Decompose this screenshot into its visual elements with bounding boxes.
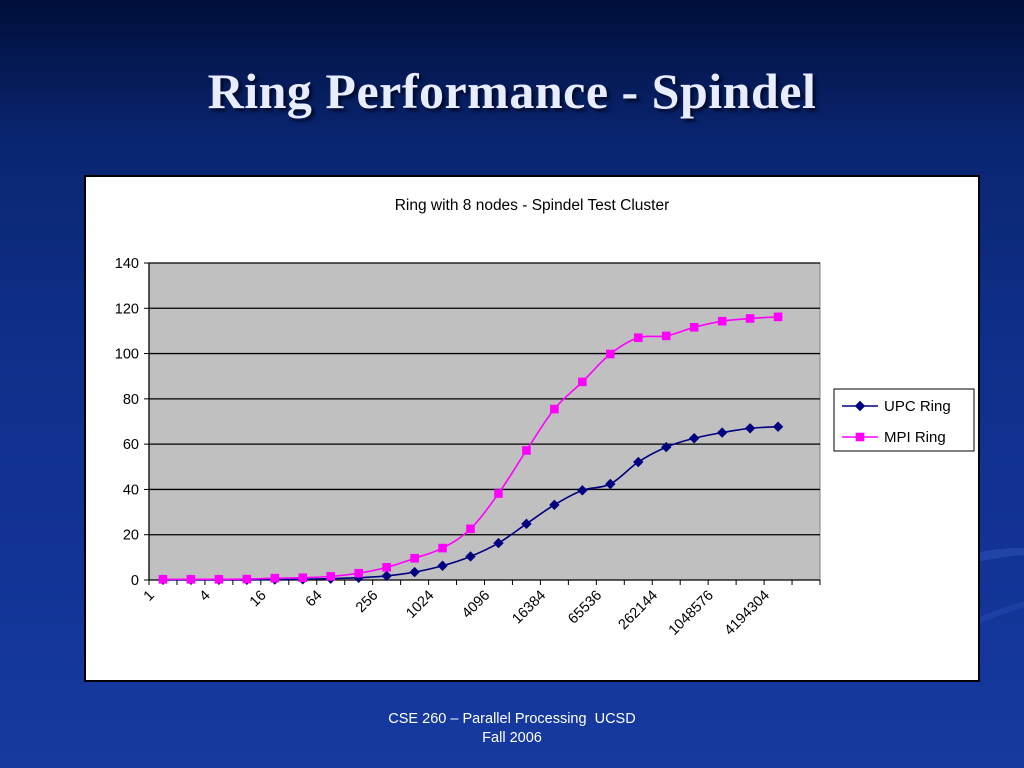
y-tick-label: 0 bbox=[131, 573, 139, 589]
x-tick-label: 16384 bbox=[509, 588, 549, 628]
upc-ring-point bbox=[409, 566, 420, 578]
legend-label-upc-ring: UPC Ring bbox=[884, 398, 951, 415]
upc-ring-point bbox=[716, 427, 728, 438]
mpi-ring-point bbox=[410, 553, 419, 563]
upc-ring-point bbox=[688, 433, 700, 444]
y-tick-label: 80 bbox=[123, 392, 139, 408]
upc-ring-point bbox=[633, 456, 644, 468]
x-tick-label: 4 bbox=[197, 588, 214, 605]
mpi-ring-point bbox=[633, 333, 643, 343]
mpi-ring-point bbox=[382, 563, 391, 572]
upc-ring-point bbox=[381, 570, 392, 582]
mpi-ring-point bbox=[717, 316, 727, 326]
y-tick-label: 40 bbox=[123, 482, 139, 498]
mpi-ring-point bbox=[270, 573, 280, 583]
mpi-ring-point bbox=[689, 323, 699, 332]
x-tick-label: 65536 bbox=[565, 588, 605, 628]
mpi-ring-point bbox=[354, 568, 363, 578]
mpi-ring-point bbox=[466, 524, 475, 534]
upc-ring-point bbox=[661, 441, 672, 453]
mpi-ring-point bbox=[494, 489, 503, 498]
mpi-ring-point bbox=[661, 331, 671, 341]
footer-term: Fall 2006 bbox=[482, 730, 542, 746]
x-tick-label: 262144 bbox=[616, 588, 662, 634]
x-tick-label: 1048576 bbox=[666, 588, 717, 639]
slide-footer: CSE 260 – Parallel Processing UCSD Fall … bbox=[0, 710, 1024, 748]
x-tick-label: 256 bbox=[353, 588, 381, 616]
slide-title: Ring Performance - Spindel bbox=[207, 63, 817, 119]
legend-marker-upc-ring bbox=[854, 400, 866, 412]
mpi-ring-point bbox=[298, 573, 308, 583]
x-tick-label: 1024 bbox=[403, 588, 437, 622]
mpi-ring-point bbox=[606, 349, 615, 359]
y-tick-label: 60 bbox=[123, 437, 139, 453]
upc-ring-point bbox=[549, 499, 560, 511]
mpi-ring-point bbox=[158, 575, 168, 584]
upc-ring-point bbox=[493, 537, 504, 549]
x-tick-label: 4194304 bbox=[722, 588, 773, 639]
mpi-ring-point bbox=[773, 312, 783, 322]
legend-label-mpi-ring: MPI Ring bbox=[884, 429, 946, 446]
mpi-ring-point bbox=[186, 575, 196, 584]
mpi-ring-point bbox=[438, 543, 447, 553]
x-tick-label: 4096 bbox=[459, 588, 493, 622]
footer-course: CSE 260 – Parallel Processing UCSD bbox=[388, 711, 636, 727]
upc-ring-point bbox=[465, 551, 476, 562]
mpi-ring-point bbox=[578, 377, 587, 387]
y-tick-label: 20 bbox=[123, 528, 139, 544]
upc-ring-point bbox=[744, 423, 756, 434]
upc-ring-point bbox=[437, 560, 448, 571]
upc-ring-point bbox=[577, 485, 588, 496]
legend-marker-mpi-ring bbox=[855, 432, 865, 442]
x-tick-label: 16 bbox=[247, 588, 270, 611]
mpi-ring-point bbox=[522, 446, 531, 455]
y-tick-label: 100 bbox=[115, 347, 139, 363]
mpi-ring-point bbox=[326, 572, 336, 581]
x-tick-label: 64 bbox=[303, 588, 326, 611]
mpi-ring-point bbox=[550, 404, 559, 414]
chart-frame: Ring with 8 nodes - Spindel Test Cluster… bbox=[84, 175, 980, 682]
upc-ring-point bbox=[772, 421, 784, 432]
y-tick-label: 120 bbox=[115, 301, 139, 317]
ring-performance-chart: Ring with 8 nodes - Spindel Test Cluster… bbox=[115, 197, 975, 639]
upc-ring-point bbox=[605, 478, 616, 490]
plot-area bbox=[148, 262, 821, 581]
x-tick-label: 1 bbox=[141, 588, 158, 605]
y-tick-label: 140 bbox=[115, 256, 139, 272]
upc-ring-point bbox=[521, 518, 532, 530]
chart-title: Ring with 8 nodes - Spindel Test Cluster bbox=[395, 197, 670, 214]
mpi-ring-point bbox=[745, 314, 755, 323]
mpi-ring-point bbox=[214, 575, 224, 584]
mpi-ring-point bbox=[242, 574, 252, 584]
